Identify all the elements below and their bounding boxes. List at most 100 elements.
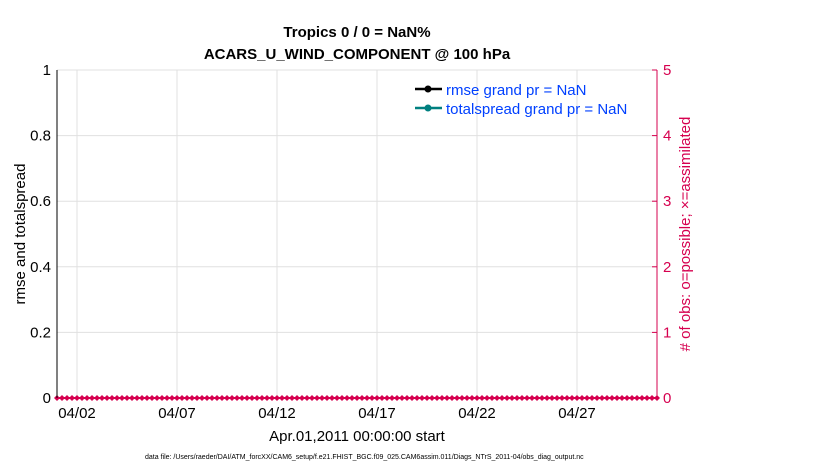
obs-count-marker <box>104 395 110 401</box>
obs-count-marker <box>324 395 330 401</box>
x-axis-label: Apr.01,2011 00:00:00 start <box>269 428 446 445</box>
obs-count-marker <box>254 395 260 401</box>
left-y-axis-label: rmse and totalspread <box>12 164 29 305</box>
obs-count-marker <box>364 395 370 401</box>
obs-count-marker <box>404 395 410 401</box>
obs-count-marker <box>294 395 300 401</box>
obs-count-marker <box>524 395 530 401</box>
right-y-tick-label: 2 <box>663 259 671 276</box>
obs-count-marker <box>84 395 90 401</box>
obs-count-marker <box>629 395 635 401</box>
obs-count-marker <box>459 395 465 401</box>
obs-count-marker <box>234 395 240 401</box>
obs-count-marker <box>449 395 455 401</box>
chart-title-1: Tropics 0 / 0 = NaN% <box>283 24 430 41</box>
obs-count-marker <box>504 395 510 401</box>
left-y-ticks: 0 0.2 0.4 0.6 0.8 1 <box>30 62 51 407</box>
obs-count-marker <box>334 395 340 401</box>
obs-count-marker <box>229 395 235 401</box>
obs-count-marker <box>189 395 195 401</box>
obs-count-marker <box>434 395 440 401</box>
obs-count-marker <box>464 395 470 401</box>
obs-count-marker <box>414 395 420 401</box>
obs-count-marker <box>384 395 390 401</box>
obs-count-marker <box>269 395 275 401</box>
obs-count-marker <box>379 395 385 401</box>
obs-count-marker <box>179 395 185 401</box>
obs-count-marker <box>174 395 180 401</box>
obs-count-marker <box>494 395 500 401</box>
obs-count-marker <box>289 395 295 401</box>
obs-count-marker <box>184 395 190 401</box>
obs-count-marker <box>114 395 120 401</box>
obs-count-marker <box>264 395 270 401</box>
obs-count-marker <box>554 395 560 401</box>
obs-count-marker <box>144 395 150 401</box>
obs-count-marker <box>469 395 475 401</box>
obs-count-marker <box>604 395 610 401</box>
obs-count-marker <box>124 395 130 401</box>
right-y-tick-label: 4 <box>663 128 671 145</box>
obs-count-marker <box>204 395 210 401</box>
obs-count-marker <box>89 395 95 401</box>
obs-count-marker <box>344 395 350 401</box>
x-tick-label: 04/07 <box>158 405 196 422</box>
obs-count-marker <box>584 395 590 401</box>
obs-count-marker <box>329 395 335 401</box>
x-tick-label: 04/17 <box>358 405 396 422</box>
obs-count-marker <box>154 395 160 401</box>
obs-count-marker <box>579 395 585 401</box>
obs-count-marker <box>304 395 310 401</box>
obs-count-marker <box>624 395 630 401</box>
obs-count-marker <box>574 395 580 401</box>
obs-count-marker <box>419 395 425 401</box>
obs-count-marker <box>194 395 200 401</box>
left-y-tick-label: 0.2 <box>30 324 51 341</box>
obs-count-marker <box>149 395 155 401</box>
right-y-tick-label: 5 <box>663 62 671 79</box>
obs-count-marker <box>354 395 360 401</box>
x-ticks: 04/02 04/07 04/12 04/17 04/22 04/27 <box>58 405 596 422</box>
right-y-axis-label: # of obs: o=possible; ×=assimilated <box>677 117 694 352</box>
right-y-tick-label: 1 <box>663 324 671 341</box>
obs-count-marker <box>429 395 435 401</box>
footer-data-file: data file: /Users/raeder/DAI/ATM_forcXX/… <box>145 454 584 461</box>
obs-count-marker <box>209 395 215 401</box>
grid <box>57 69 657 399</box>
obs-count-marker <box>249 395 255 401</box>
obs-count-marker <box>79 395 85 401</box>
obs-count-marker <box>139 395 145 401</box>
legend-rmse-label: rmse grand pr = NaN <box>446 82 586 99</box>
obs-count-marker <box>64 395 70 401</box>
obs-count-marker <box>244 395 250 401</box>
left-y-tick-label: 1 <box>43 62 51 79</box>
obs-count-marker <box>359 395 365 401</box>
obs-count-marker <box>519 395 525 401</box>
obs-count-marker <box>534 395 540 401</box>
obs-count-marker <box>424 395 430 401</box>
obs-count-marker <box>549 395 555 401</box>
obs-count-marker <box>99 395 105 401</box>
obs-count-marker <box>339 395 345 401</box>
obs-count-marker <box>314 395 320 401</box>
obs-count-marker <box>284 395 290 401</box>
obs-count-marker <box>409 395 415 401</box>
obs-count-marker <box>544 395 550 401</box>
obs-count-marker <box>399 395 405 401</box>
obs-count-marker <box>219 395 225 401</box>
obs-count-marker <box>279 395 285 401</box>
obs-count-marker <box>349 395 355 401</box>
obs-count-marker <box>119 395 125 401</box>
x-tick-label: 04/22 <box>458 405 496 422</box>
obs-count-marker <box>134 395 140 401</box>
obs-count-markers <box>54 395 660 401</box>
obs-count-marker <box>74 395 80 401</box>
obs-count-marker <box>634 395 640 401</box>
legend: rmse grand pr = NaN totalspread grand pr… <box>415 82 627 118</box>
obs-count-marker <box>559 395 565 401</box>
obs-count-marker <box>514 395 520 401</box>
obs-count-marker <box>109 395 115 401</box>
obs-count-marker <box>619 395 625 401</box>
left-y-tick-label: 0.6 <box>30 193 51 210</box>
